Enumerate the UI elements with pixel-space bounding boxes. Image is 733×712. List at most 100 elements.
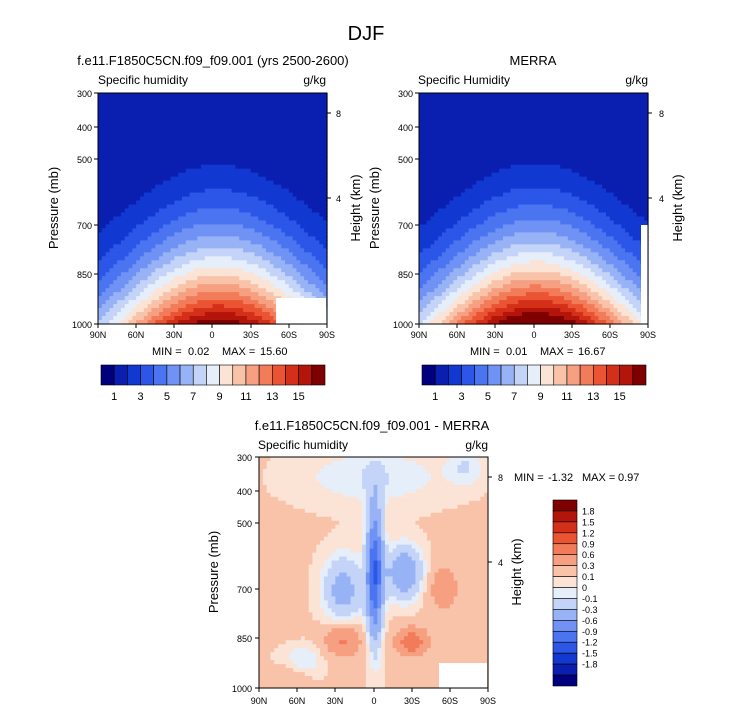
contour-cell [259, 568, 310, 574]
contour-cell [197, 300, 244, 305]
contour-cell [105, 224, 137, 230]
contour-cell [621, 224, 649, 230]
contour-cell [132, 308, 145, 313]
colorbar-tick-label: -0.6 [582, 616, 598, 626]
contour-cell [388, 476, 432, 482]
contour-cell [632, 280, 645, 285]
contour-cell [365, 568, 371, 574]
panel-model-title: f.e11.F1850C5CN.f09_f09.001 (yrs 2500-26… [77, 53, 348, 68]
contour-cell [388, 472, 432, 478]
contour-cell [270, 457, 344, 462]
contour-cell [365, 544, 371, 550]
contour-cell [377, 648, 382, 653]
contour-cell [369, 564, 375, 570]
contour-cell [457, 580, 489, 586]
contour-cell [461, 460, 470, 466]
contour-cell [369, 460, 382, 466]
contour-cell [434, 596, 455, 601]
contour-cell [350, 548, 363, 554]
contour-cell [308, 564, 325, 570]
colorbar-tick-label: 13 [266, 391, 278, 403]
contour-cell [434, 272, 451, 277]
contour-cell [377, 580, 382, 586]
contour-cell [625, 276, 641, 281]
contour-cell [365, 496, 371, 502]
contour-cell [381, 536, 386, 542]
contour-cell [590, 248, 611, 253]
contour-cell [117, 276, 133, 281]
contour-cell [239, 236, 271, 241]
contour-cell [632, 252, 649, 257]
contour-cell [174, 232, 263, 237]
contour-cell [365, 620, 371, 625]
contour-cell [259, 632, 329, 637]
panel-diff-minmax: MIN = -1.32 MAX = 0.97 [514, 472, 639, 484]
contour-cell [166, 320, 179, 325]
contour-cell [162, 300, 179, 305]
contour-cell [445, 248, 466, 253]
contour-cell [430, 216, 462, 222]
contour-cell [457, 468, 470, 474]
contour-cell [259, 472, 264, 478]
contour-cell [381, 516, 386, 522]
contour-cell [259, 460, 268, 466]
contour-cell [155, 268, 175, 273]
contour-cell [258, 320, 271, 325]
contour-cell [273, 224, 301, 230]
contour-cell [384, 548, 390, 554]
contour-cell [162, 292, 179, 297]
colorbar-tick-label: -1.2 [582, 638, 598, 648]
contour-cell [426, 560, 432, 566]
contour-cell [419, 176, 485, 182]
contour-cell [362, 564, 367, 570]
colorbar-diff-boxes [552, 499, 578, 687]
contour-cell [457, 584, 489, 590]
contour-cell [438, 604, 451, 609]
x-tick-label: 90N [411, 330, 428, 340]
contour-cell [575, 240, 599, 245]
contour-cell [259, 520, 340, 526]
contour-cell [476, 457, 489, 462]
colorbar-swatch [245, 364, 260, 386]
contour-cell [571, 224, 596, 230]
contour-cell [602, 304, 615, 309]
y-tick-label: 850 [77, 270, 92, 280]
contour-cell [323, 244, 328, 249]
contour-cell [381, 660, 386, 665]
contour-cell [354, 588, 367, 594]
panel-merra-y-axis: 300 400 500 700 850 1000 Pressure (mb) [367, 89, 419, 330]
contour-cell [419, 588, 424, 594]
contour-cell [445, 264, 462, 269]
contour-cell [235, 164, 328, 170]
contour-cell [415, 648, 428, 653]
contour-cell [419, 140, 649, 146]
contour-cell [384, 668, 489, 673]
contour-cell [259, 656, 272, 661]
contour-cell [384, 484, 424, 490]
contour-cell [98, 320, 111, 325]
contour-cell [170, 312, 183, 317]
contour-cell [419, 100, 649, 106]
contour-cell [369, 624, 382, 629]
contour-cell [113, 216, 149, 222]
contour-cell [445, 316, 454, 321]
colorbar-swatch [552, 554, 578, 566]
contour-cell [381, 632, 386, 637]
contour-cell [426, 480, 455, 486]
contour-cell [586, 232, 607, 237]
contour-cell [342, 457, 405, 462]
contour-cell [239, 208, 278, 214]
contour-cell [128, 300, 141, 305]
contour-cell [273, 252, 294, 257]
colorbar-tick-label: 1.8 [582, 506, 595, 516]
contour-cell [159, 228, 183, 233]
contour-cell [197, 292, 240, 297]
contour-cell [483, 176, 588, 182]
contour-cell [407, 552, 420, 558]
contour-cell [529, 284, 542, 289]
colorbar-tick-label: 0.3 [582, 561, 595, 571]
contour-cell [296, 280, 309, 285]
contour-cell [590, 260, 607, 265]
contour-cell [396, 596, 413, 601]
contour-cell [460, 192, 504, 198]
